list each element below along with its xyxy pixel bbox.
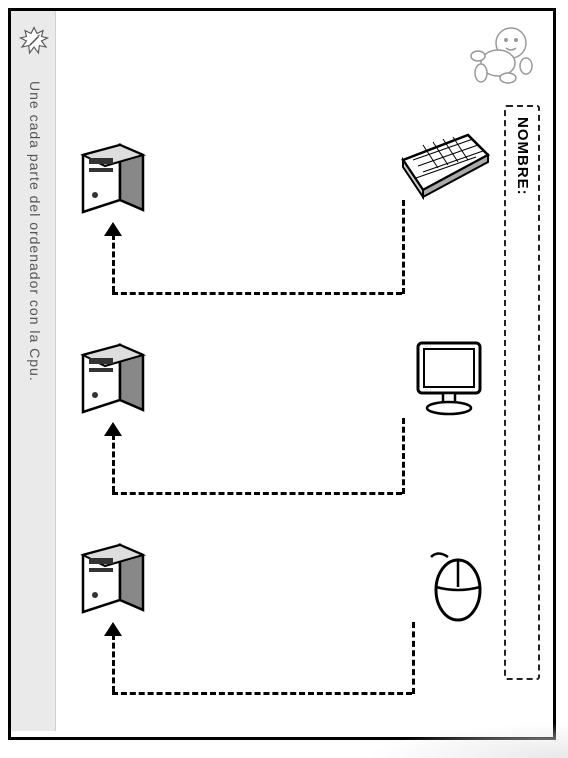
connector-3-up (412, 622, 415, 694)
connector-2 (112, 492, 402, 495)
page-curl-shadow (368, 723, 568, 758)
cpu-3 (75, 540, 150, 620)
connector-3 (112, 692, 412, 695)
monitor-icon (408, 338, 493, 418)
keyboard-icon (398, 130, 493, 200)
mouse-icon (428, 545, 488, 625)
name-field-box[interactable]: NOMBRE: (504, 105, 540, 680)
pencil-starburst-icon (19, 26, 49, 56)
arrow-1-stem (112, 234, 115, 292)
connector-1-up (402, 200, 405, 294)
connector-2-up (402, 418, 405, 494)
mascot-icon (453, 18, 543, 88)
connector-1 (112, 292, 402, 295)
arrow-2-stem (112, 434, 115, 492)
arrow-3-stem (112, 634, 115, 692)
instruction-text: Une cada parte del ordenador con la Cpu. (25, 81, 43, 681)
sidebar: Une cada parte del ordenador con la Cpu. (11, 11, 56, 731)
cpu-1 (75, 140, 150, 220)
name-label: NOMBRE: (514, 117, 531, 196)
cpu-2 (75, 340, 150, 420)
